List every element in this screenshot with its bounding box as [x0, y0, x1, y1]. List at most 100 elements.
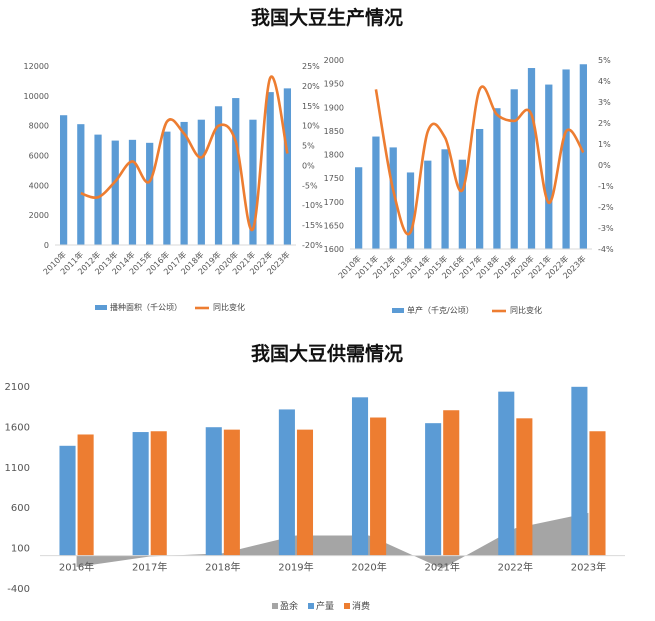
y2-tick-label: -2% [598, 203, 614, 212]
legend-swatch [344, 603, 350, 609]
y2-tick-label: 5% [598, 56, 611, 65]
y-tick-label: 1600 [324, 245, 344, 254]
bar [163, 131, 171, 245]
y2-tick-label: 20% [302, 82, 320, 91]
y2-tick-label: 2% [598, 119, 611, 128]
production-bar [498, 391, 515, 556]
legend-swatch [272, 603, 278, 609]
bar [372, 136, 380, 249]
consumption-bar [443, 410, 460, 556]
bar [283, 88, 292, 245]
y2-tick-label: 5% [302, 142, 315, 151]
consumption-bar [77, 434, 94, 556]
x-tick-label: 2023年 [571, 561, 606, 574]
legend-label: 单产（千克/公顷） [407, 305, 474, 315]
production-bar [571, 386, 588, 556]
production-bar [132, 432, 149, 556]
y-tick-label: -400 [7, 584, 30, 595]
y2-tick-label: -4% [598, 245, 614, 254]
change-line [374, 85, 585, 236]
legend-label: 播种面积（千公顷） [110, 302, 182, 312]
x-tick-label: 2017年 [132, 561, 167, 574]
y-tick-label: 1700 [324, 198, 344, 207]
bar [476, 128, 484, 249]
y-tick-label: 1950 [324, 80, 344, 89]
consumption-bar [516, 418, 533, 556]
bar [77, 124, 85, 245]
bar [406, 172, 415, 249]
area-chart: 0 2000 4000 6000 8000 10000 12000 -20% -15% -10% -… [24, 62, 324, 312]
y-tick-label: 2000 [29, 211, 49, 220]
y-tick-label: 1800 [324, 151, 344, 160]
legend-label: 同比变化 [213, 302, 245, 312]
y2-tick-label: 0% [598, 161, 611, 170]
bar [424, 160, 432, 249]
bar [128, 139, 137, 245]
y2-tick-label: -3% [598, 224, 614, 233]
y-tick-label: 4000 [29, 181, 49, 190]
y-tick-label: 10000 [24, 92, 49, 101]
legend-label: 消费 [352, 600, 370, 612]
legend-label: 同比变化 [510, 305, 542, 315]
production-bar [205, 427, 222, 556]
y-tick-label: 8000 [29, 122, 49, 131]
bar [59, 115, 68, 245]
y2-tick-label: -5% [302, 181, 318, 190]
bar [94, 134, 102, 245]
bar [266, 92, 274, 246]
y-tick-label: 12000 [24, 62, 49, 71]
y2-tick-label: -20% [302, 241, 323, 250]
bar [146, 142, 154, 245]
y2-tick-label: 0% [302, 161, 315, 170]
production-bar [278, 409, 295, 556]
y2-tick-label: -1% [598, 182, 614, 191]
consumption-bar [150, 431, 167, 556]
y-tick-label: 2000 [324, 56, 344, 65]
surplus-area [76, 512, 589, 569]
bar [249, 119, 257, 245]
y-tick-label: 2100 [5, 382, 30, 393]
y-tick-label: 1600 [5, 422, 30, 433]
x-tick-label: 2021年 [424, 561, 459, 574]
y-tick-label: 1100 [5, 463, 30, 474]
bar [111, 140, 119, 245]
bar [441, 149, 449, 249]
bar [197, 119, 205, 245]
change-line [80, 75, 289, 232]
production-bar [59, 445, 76, 556]
production-bar [425, 423, 442, 556]
bar [389, 147, 397, 249]
supply-demand-chart: -400 100 600 1100 1600 2100 2016年 2017年 2018年 201… [5, 382, 625, 612]
legend-swatch [308, 603, 314, 609]
x-tick-label: 2018年 [205, 561, 240, 574]
y-tick-label: 1900 [324, 103, 344, 112]
consumption-bar [589, 431, 606, 556]
top-title: 我国大豆生产情况 [251, 6, 403, 29]
y-tick-label: 100 [11, 544, 30, 555]
y2-tick-label: 3% [598, 98, 611, 107]
bar [545, 84, 553, 249]
bar [493, 108, 501, 249]
y2-tick-label: -10% [302, 201, 323, 210]
bar [562, 69, 570, 249]
y-tick-label: 1650 [324, 221, 344, 230]
consumption-bar [370, 417, 387, 556]
bar [232, 98, 240, 245]
bar [355, 167, 363, 249]
legend-label: 盈余 [280, 600, 298, 612]
legend-swatch [392, 308, 404, 313]
x-tick-label: 2020年 [351, 561, 386, 574]
legend-swatch [95, 305, 107, 310]
bar [510, 89, 518, 249]
y2-tick-label: -15% [302, 221, 323, 230]
y2-tick-label: 10% [302, 122, 320, 131]
bar [579, 64, 587, 249]
y-tick-label: 0 [44, 241, 49, 250]
y2-tick-label: 4% [598, 77, 611, 86]
legend-label: 产量 [316, 600, 334, 612]
y2-tick-label: 1% [598, 140, 611, 149]
production-bar [351, 397, 369, 556]
yield-chart: 1600 1650 1700 1750 1800 1850 1900 1950 2000 -4% -… [324, 56, 614, 315]
bar [527, 68, 536, 249]
